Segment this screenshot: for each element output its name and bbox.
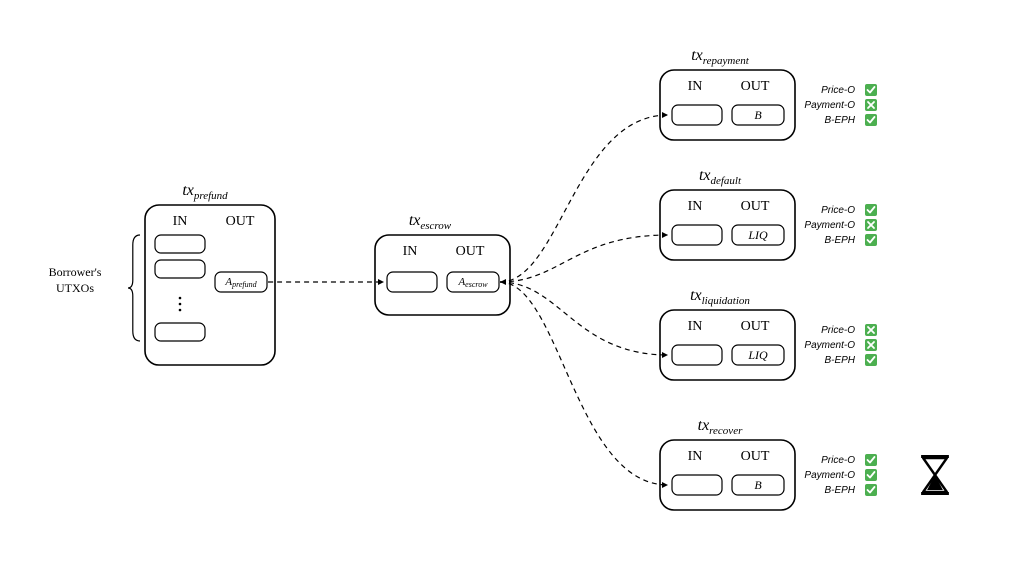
tx-recover-in-header: IN	[688, 449, 703, 464]
tx-repayment-in-header: IN	[688, 79, 703, 94]
tx-recover-status-1-label: Payment-O	[804, 470, 855, 481]
tx-escrow-in-header: IN	[403, 244, 418, 259]
tx-repayment-out-header: OUT	[741, 79, 770, 94]
tx-recover-title: txrecover	[698, 417, 743, 437]
tx-repayment-status-1-label: Payment-O	[804, 100, 855, 111]
tx-default-out-slot-label: LIQ	[747, 228, 768, 242]
tx-prefund-in-slot-1	[155, 260, 205, 278]
edge-prefund-escrow-arrow	[378, 279, 384, 285]
edge-escrow-outcome-1-arrow	[662, 232, 668, 238]
borrowers-utxos-label-1: Borrower's	[49, 265, 102, 279]
tx-liquidation-out-slot-label: LIQ	[747, 348, 768, 362]
edge-escrow-outcome-1	[500, 235, 668, 282]
tx-recover-status-0-label: Price-O	[821, 455, 855, 466]
tx-repayment-title: txrepayment	[691, 47, 750, 67]
tx-prefund-in-header: IN	[173, 214, 188, 229]
edge-escrow-outcome-0-arrow	[662, 112, 668, 118]
tx-recover-out-slot-label: B	[754, 478, 762, 492]
tx-liquidation-title: txliquidation	[690, 287, 750, 307]
tx-repayment-out-slot-label: B	[754, 108, 762, 122]
tx-liquidation-out-header: OUT	[741, 319, 770, 334]
tx-liquidation-in-slot	[672, 345, 722, 365]
borrowers-utxos-label-2: UTXOs	[56, 281, 94, 295]
tx-recover-in-slot	[672, 475, 722, 495]
edge-escrow-outcome-3-arrow	[662, 482, 668, 488]
tx-escrow-box	[375, 235, 510, 315]
tx-liquidation-status-2-label: B-EPH	[824, 355, 855, 366]
edge-escrow-outcome-0	[500, 115, 668, 282]
borrowers-utxos-brace	[128, 235, 140, 341]
tx-default-status-1-label: Payment-O	[804, 220, 855, 231]
tx-prefund-ellipsis-dot	[179, 303, 182, 306]
tx-liquidation-status-0-label: Price-O	[821, 325, 855, 336]
tx-liquidation-in-header: IN	[688, 319, 703, 334]
tx-default-out-header: OUT	[741, 199, 770, 214]
tx-default-title: txdefault	[699, 167, 742, 187]
tx-prefund-out-slot-label: Aprefund	[224, 276, 257, 289]
tx-prefund-in-slot-2	[155, 323, 205, 341]
tx-prefund-ellipsis-dot	[179, 309, 182, 312]
hourglass-icon-cap-bot	[921, 492, 949, 495]
edge-escrow-outcome-2-arrow	[662, 352, 668, 358]
tx-escrow-out-header: OUT	[456, 244, 485, 259]
tx-prefund-out-header: OUT	[226, 214, 255, 229]
tx-repayment-status-0-label: Price-O	[821, 85, 855, 96]
edge-escrow-outcome-2	[500, 282, 668, 355]
tx-escrow-in-slot	[387, 272, 437, 292]
tx-liquidation-status-1-label: Payment-O	[804, 340, 855, 351]
tx-default-in-slot	[672, 225, 722, 245]
tx-recover-out-header: OUT	[741, 449, 770, 464]
tx-default-status-0-label: Price-O	[821, 205, 855, 216]
tx-recover-status-2-label: B-EPH	[824, 485, 855, 496]
tx-escrow-title: txescrow	[409, 212, 452, 232]
tx-prefund-title: txprefund	[182, 182, 228, 202]
tx-prefund-in-slot-0	[155, 235, 205, 253]
tx-repayment-in-slot	[672, 105, 722, 125]
diagram-canvas: Borrower's UTXOs txprefund IN OUT Aprefund txe…	[0, 0, 1024, 572]
tx-repayment-status-2-label: B-EPH	[824, 115, 855, 126]
tx-default-in-header: IN	[688, 199, 703, 214]
hourglass-icon-cap-top	[921, 455, 949, 458]
tx-escrow-out-slot-label: Aescrow	[457, 276, 488, 289]
tx-prefund-ellipsis-dot	[179, 297, 182, 300]
edge-escrow-outcome-3	[500, 282, 668, 485]
tx-default-status-2-label: B-EPH	[824, 235, 855, 246]
